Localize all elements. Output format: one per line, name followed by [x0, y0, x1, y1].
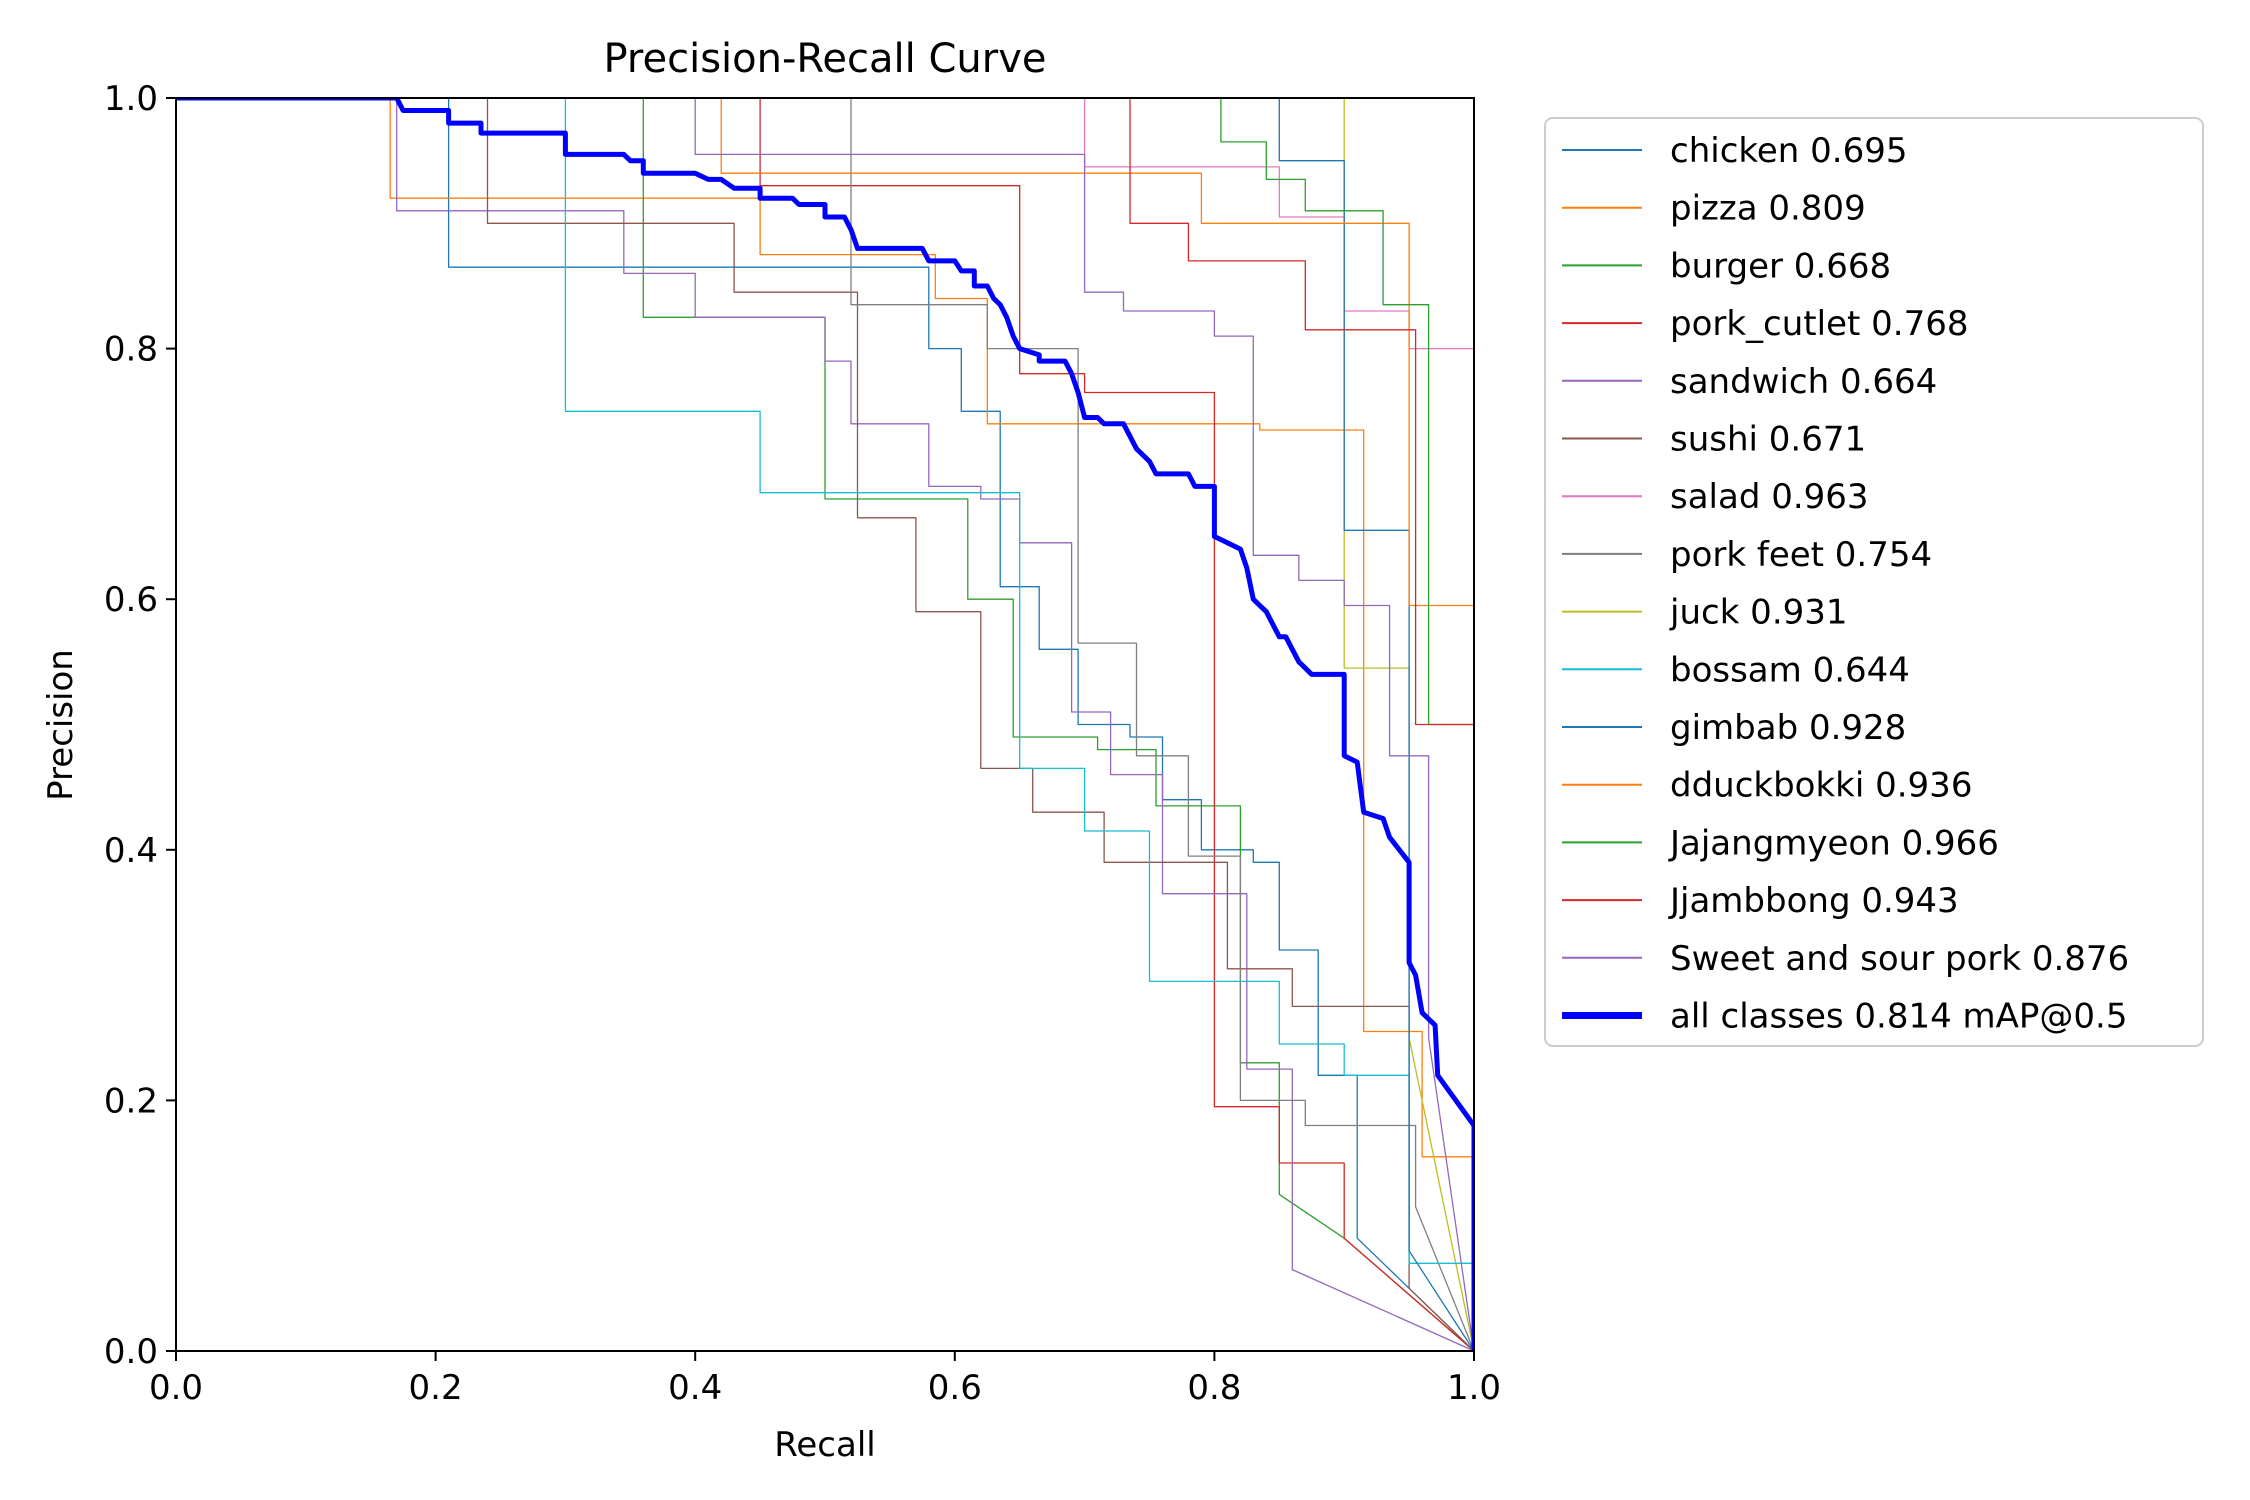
series-line-1: [176, 98, 1474, 1351]
x-tick-label: 0.8: [1187, 1368, 1241, 1408]
x-tick-label: 1.0: [1447, 1368, 1501, 1408]
legend-label: all classes 0.814 mAP@0.5: [1670, 997, 2127, 1037]
x-tick-label: 0.6: [928, 1368, 982, 1408]
legend-label: chicken 0.695: [1670, 131, 1907, 171]
x-tick-label: 0.2: [409, 1368, 463, 1408]
legend: chicken 0.695 pizza 0.809 burger 0.668 pork…: [1544, 117, 2204, 1047]
y-axis-label: Precision: [41, 649, 81, 801]
x-tick-label: 0.4: [668, 1368, 722, 1408]
legend-label: pork feet 0.754: [1670, 535, 1932, 575]
legend-label: sandwich 0.664: [1670, 362, 1937, 402]
legend-label: pizza 0.809: [1670, 189, 1866, 229]
x-tick-label: 0.0: [149, 1368, 203, 1408]
legend-label: bossam 0.644: [1670, 650, 1910, 690]
x-axis-label: Recall: [774, 1425, 875, 1465]
chart-title: Precision-Recall Curve: [604, 36, 1047, 82]
legend-label: dduckbokki 0.936: [1670, 766, 1972, 806]
y-tick-label: 0.0: [104, 1332, 158, 1372]
legend-label: juck 0.931: [1669, 593, 1848, 633]
legend-label: sushi 0.671: [1670, 420, 1866, 460]
series-line-14: [176, 98, 1474, 1351]
series-line-3: [176, 98, 1474, 1351]
y-axis: 0.0 0.2 0.4 0.6 0.8 1.0: [104, 79, 176, 1372]
legend-frame: [1544, 117, 2204, 1047]
series-line-7: [176, 98, 1474, 1351]
legend-label: Jajangmyeon 0.966: [1668, 823, 1999, 863]
legend-label: pork_cutlet 0.768: [1670, 304, 1968, 344]
legend-label: gimbab 0.928: [1670, 708, 1906, 748]
plot-frame: [175, 97, 1475, 1352]
series-line-5: [176, 98, 1474, 1351]
legend-label: Jjambbong 0.943: [1668, 881, 1959, 921]
y-tick-label: 0.6: [104, 580, 158, 620]
y-tick-label: 0.2: [104, 1081, 158, 1121]
legend-label: burger 0.668: [1670, 246, 1891, 286]
y-tick-label: 1.0: [104, 79, 158, 119]
legend-label: salad 0.963: [1670, 477, 1869, 517]
series-line-10: [176, 98, 1474, 1351]
series-line-0: [176, 98, 1474, 1351]
legend-label: Sweet and sour pork 0.876: [1670, 939, 2129, 979]
series-line-8: [176, 98, 1474, 1351]
series-line-15: [176, 98, 1474, 1351]
y-tick-label: 0.8: [104, 330, 158, 370]
series-layer: [176, 98, 1474, 1351]
x-axis: 0.0 0.2 0.4 0.6 0.8 1.0: [149, 1351, 1501, 1408]
series-line-11: [176, 98, 1474, 1351]
series-line-13: [176, 98, 1474, 1351]
y-tick-label: 0.4: [104, 831, 158, 871]
